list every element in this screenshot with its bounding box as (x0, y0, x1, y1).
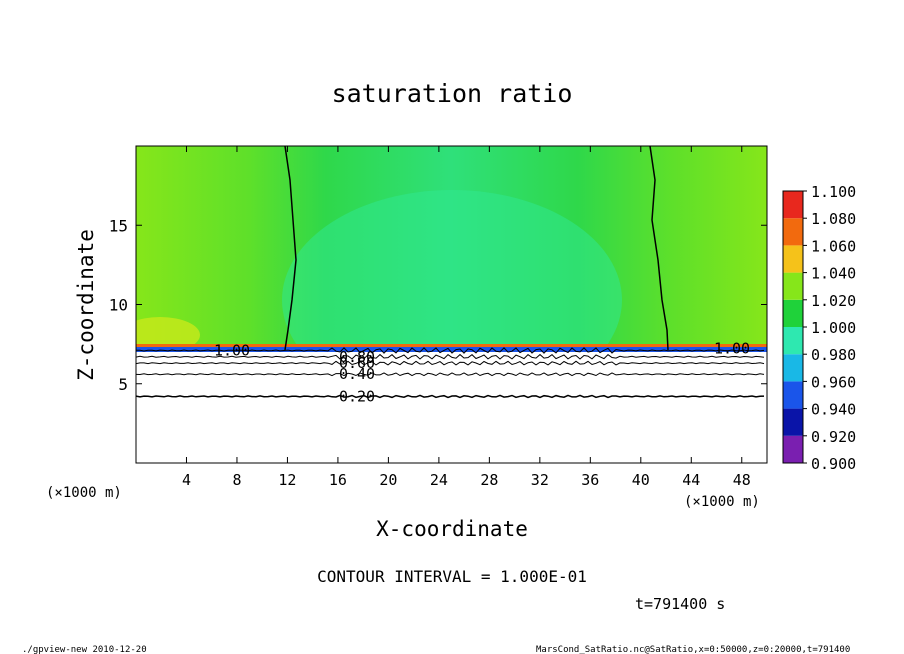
y-tick-label: 10 (109, 296, 128, 315)
y-tick-label: 5 (118, 375, 128, 394)
y-axis-ticks: 5 10 15 (109, 216, 767, 394)
left-supersaturated-region (136, 317, 200, 353)
footer-right: MarsCond_SatRatio.nc@SatRatio,x=0:50000,… (536, 645, 850, 654)
contour-1.00-left (284, 146, 297, 351)
unsaturated-lower-region (136, 352, 767, 463)
colorbar-label: 0.900 (811, 455, 856, 473)
contour-line-0.60 (136, 360, 765, 366)
x-tick-label: 12 (278, 471, 296, 489)
colorbar-swatch (783, 218, 803, 246)
x-tick-label: 28 (480, 471, 498, 489)
colorbar-swatch (783, 408, 803, 436)
colorbar-label: 0.920 (811, 428, 856, 446)
contour-lines: 0.200.400.600.801.00 1.00 (136, 339, 765, 405)
colorbar-label: 1.000 (811, 319, 856, 337)
colorbar-label: 0.940 (811, 401, 856, 419)
colorbar-swatch (783, 327, 803, 355)
colorbar-label: 1.100 (811, 183, 856, 201)
x-tick-label: 24 (430, 471, 448, 489)
colorbar-label: 0.980 (811, 346, 856, 364)
x-tick-label: 36 (581, 471, 599, 489)
contour-label: 0.60 (339, 354, 375, 372)
contour-label: 1.00 (214, 341, 250, 359)
colorbar-swatch (783, 381, 803, 409)
y-tick-label: 15 (109, 216, 128, 235)
colorbar-swatch (783, 272, 803, 300)
x-unit-left: (×1000 m) (46, 485, 122, 501)
colorbar-label: 1.040 (811, 265, 856, 283)
footer-left: ./gpview-new 2010-12-20 (22, 645, 147, 654)
x-tick-label: 4 (182, 471, 191, 489)
colorbar-label: 1.020 (811, 292, 856, 310)
x-axis-label: X-coordinate (376, 517, 528, 541)
colorbar-swatch (783, 245, 803, 273)
colorbar-swatch (783, 435, 803, 463)
boundary-band (136, 347, 767, 352)
contour-label: 0.20 (339, 387, 375, 405)
time-label: t=791400 s (635, 595, 725, 613)
x-tick-label: 20 (379, 471, 397, 489)
chart-title: saturation ratio (332, 79, 573, 108)
x-tick-label: 44 (682, 471, 700, 489)
colorbar-label: 1.080 (811, 210, 856, 228)
colorbar-swatch (783, 354, 803, 382)
colorbar-label: 0.960 (811, 373, 856, 391)
colorbar-swatch (783, 191, 803, 219)
contour-1.00-right (649, 146, 669, 351)
contour-line-1.00 (136, 347, 765, 354)
contour-line-0.40 (136, 372, 765, 377)
contour-line-0.20 (136, 394, 765, 399)
contour-label: 0.40 (339, 365, 375, 383)
plot-area: 0.200.400.600.801.00 1.00 (136, 146, 767, 463)
contour-line-0.80 (136, 353, 765, 360)
x-tick-label: 40 (632, 471, 650, 489)
colorbar-label: 1.060 (811, 237, 856, 255)
x-unit-right: (×1000 m) (684, 494, 760, 510)
x-tick-label: 16 (329, 471, 347, 489)
x-tick-label: 32 (531, 471, 549, 489)
contour-interval: CONTOUR INTERVAL = 1.000E-01 (317, 567, 587, 586)
colorbar-swatch (783, 299, 803, 327)
x-tick-label: 48 (733, 471, 751, 489)
y-axis-label: Z-coordinate (74, 229, 98, 381)
x-axis-ticks: 4 8 12 16 20 24 28 32 36 40 44 48 (182, 146, 751, 489)
surface-high-band (136, 344, 767, 347)
contour-label: 1.00 (714, 339, 750, 357)
colorbar: 0.900 0.920 0.940 0.960 0.980 1.000 1.020 1.040… (782, 183, 856, 473)
x-tick-label: 8 (232, 471, 241, 489)
